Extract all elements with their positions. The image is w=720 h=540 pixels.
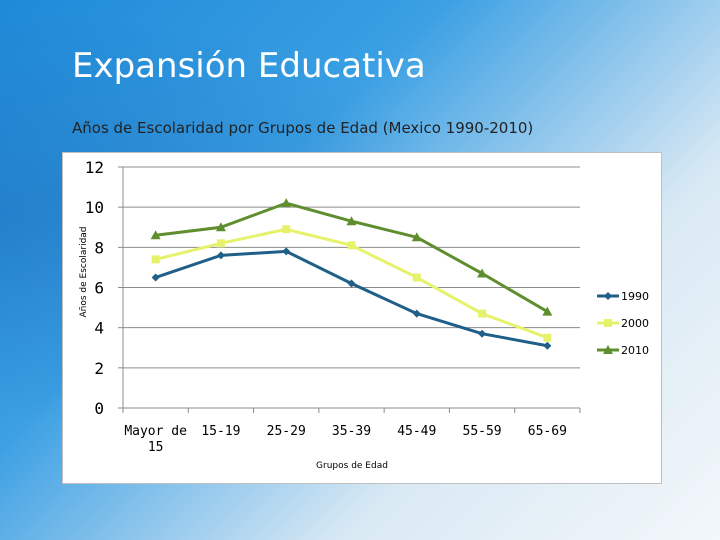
slide-title: Expansión Educativa bbox=[72, 46, 426, 86]
data-point bbox=[347, 241, 356, 250]
data-point bbox=[477, 268, 488, 278]
y-tick-label: 6 bbox=[94, 279, 104, 298]
x-tick-label: 35-39 bbox=[332, 424, 371, 439]
y-tick-label: 2 bbox=[94, 359, 104, 378]
data-point bbox=[216, 251, 225, 260]
chart-subtitle: Años de Escolaridad por Grupos de Edad (… bbox=[72, 119, 534, 137]
x-tick-label: 15-19 bbox=[201, 424, 240, 439]
data-point bbox=[281, 198, 292, 208]
series-line-1990 bbox=[155, 249, 548, 348]
y-tick-label: 0 bbox=[94, 399, 104, 418]
x-tick-label: 65-69 bbox=[528, 424, 567, 439]
data-point bbox=[542, 306, 553, 316]
legend-label: 2000 bbox=[621, 317, 649, 330]
data-point bbox=[282, 225, 291, 234]
y-tick-label: 10 bbox=[85, 198, 104, 217]
data-point bbox=[347, 279, 356, 288]
x-tick-label: 25-29 bbox=[267, 424, 306, 439]
y-tick-label: 4 bbox=[94, 319, 104, 338]
data-point bbox=[478, 329, 487, 338]
data-point bbox=[478, 309, 487, 318]
data-point bbox=[282, 247, 291, 256]
data-point bbox=[151, 273, 160, 282]
data-point bbox=[412, 273, 421, 282]
y-tick-label: 8 bbox=[94, 238, 104, 257]
data-point bbox=[543, 341, 552, 350]
x-tick-label: 45-49 bbox=[397, 424, 436, 439]
data-point bbox=[604, 292, 612, 300]
x-axis-label: Grupos de Edad bbox=[316, 461, 388, 471]
data-point bbox=[604, 319, 612, 327]
data-point bbox=[215, 222, 226, 232]
data-point bbox=[411, 232, 422, 242]
legend-label: 1990 bbox=[621, 290, 649, 303]
data-point bbox=[412, 309, 421, 318]
y-tick-label: 12 bbox=[85, 158, 104, 177]
x-tick-label: 55-59 bbox=[463, 424, 502, 439]
data-point bbox=[216, 239, 225, 248]
data-point bbox=[346, 216, 357, 226]
data-point bbox=[603, 345, 613, 354]
data-point bbox=[150, 230, 161, 240]
legend-label: 2010 bbox=[621, 344, 649, 357]
y-axis-label: Años de Escolaridad bbox=[79, 226, 89, 317]
x-tick-label: Mayor de 15 bbox=[124, 424, 187, 455]
data-point bbox=[151, 255, 160, 264]
data-point bbox=[543, 333, 552, 342]
